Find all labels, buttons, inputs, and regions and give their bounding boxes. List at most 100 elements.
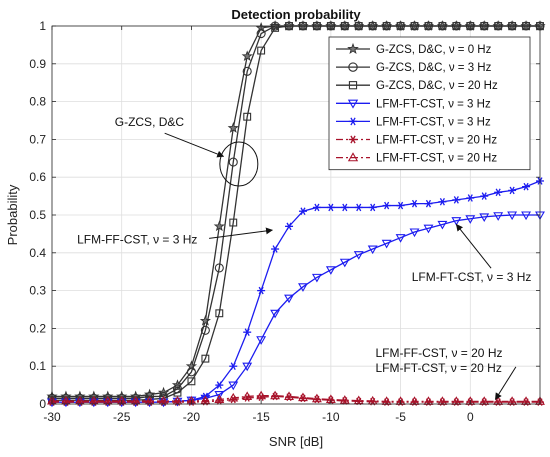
legend-label: LFM-FT-CST, ν = 20 Hz <box>376 153 497 165</box>
marker-triangle-down <box>367 245 378 255</box>
annotation-arrow-5 <box>494 366 517 401</box>
marker-circle <box>200 325 210 335</box>
marker-asterisk-stroke <box>272 245 278 253</box>
marker-triangle-up <box>200 395 211 405</box>
marker-triangle-down <box>347 99 359 109</box>
marker-triangle-down <box>493 212 504 221</box>
marker-triangle-down <box>507 211 518 221</box>
y-tick-label: 1 <box>39 19 46 33</box>
y-tick-label: 0.4 <box>29 246 46 260</box>
marker-triangle-down <box>311 273 322 283</box>
marker-asterisk-stroke <box>398 201 404 210</box>
marker-triangle-up <box>214 394 225 404</box>
marker-triangle-down <box>284 294 294 304</box>
marker-asterisk-stroke <box>328 203 334 212</box>
marker-square <box>243 112 252 121</box>
y-tick-label: 0.3 <box>29 284 46 298</box>
marker-circle <box>214 263 224 273</box>
legend-label: LFM-FT-CST, ν = 3 Hz <box>376 98 491 110</box>
marker-star <box>241 50 253 62</box>
y-tick-label: 0.2 <box>29 321 46 335</box>
marker-star <box>227 122 239 133</box>
marker-triangle-down <box>325 266 336 275</box>
marker-square <box>257 46 266 55</box>
marker-triangle-down <box>270 309 281 319</box>
marker-asterisk-stroke <box>216 381 222 389</box>
axis-ticks: -30 -25 -20 -15 -10 -5 0 0 0.1 0.2 0.3 0.4 0.5 0.6 0.7… <box>29 19 540 424</box>
marker-circle <box>186 367 196 377</box>
annotation-text-2: LFM-FF-CST, ν = 3 Hz <box>77 232 197 246</box>
marker-triangle-up <box>311 393 322 403</box>
marker-asterisk-stroke <box>523 182 529 191</box>
marker-triangle-up <box>347 152 359 162</box>
legend-entry-2: G-ZCS, D&C, ν = 3 Hz <box>336 62 492 74</box>
marker-asterisk-stroke <box>314 203 320 212</box>
x-tick-label: -5 <box>395 410 406 424</box>
legend-entry-4: LFM-FT-CST, ν = 3 Hz <box>336 98 491 110</box>
marker-circle <box>228 157 238 167</box>
annotation-ellipse <box>219 141 259 187</box>
marker-asterisk-stroke <box>495 188 501 197</box>
marker-square <box>215 309 224 318</box>
legend-label: G-ZCS, D&C, ν = 3 Hz <box>376 62 492 74</box>
y-tick-label: 0.5 <box>29 208 46 222</box>
marker-triangle-down <box>409 228 420 238</box>
marker-square <box>229 218 238 227</box>
y-tick-label: 0.1 <box>29 359 46 373</box>
marker-asterisk-stroke <box>481 192 487 200</box>
marker-triangle-down <box>339 258 350 268</box>
annotation-text-1: G-ZCS, D&C <box>115 115 185 129</box>
marker-triangle-up <box>284 391 294 400</box>
annotation-text-5: LFM-FT-CST, ν = 20 Hz <box>375 361 501 375</box>
marker-asterisk-stroke <box>411 199 418 208</box>
marker-asterisk-stroke <box>350 117 356 126</box>
legend: G-ZCS, D&C, ν = 0 Hz G-ZCS, D&C, ν = 3 Hz… <box>328 36 531 171</box>
legend-label: LFM-FT-CST, ν = 20 Hz <box>376 135 497 147</box>
marker-triangle-up <box>270 390 281 400</box>
y-axis-label: Probability <box>5 184 20 245</box>
marker-triangle-up <box>242 391 253 400</box>
y-tick-label: 0.6 <box>29 170 46 184</box>
marker-square <box>187 377 196 386</box>
legend-label: G-ZCS, D&C, ν = 0 Hz <box>376 44 492 56</box>
annotation-layer: G-ZCS, D&C LFM-FF-CST, ν = 3 Hz LFM-FT-CST… <box>77 115 531 401</box>
marker-triangle-down <box>228 381 239 391</box>
legend-entry-5: LFM-FT-CST, ν = 3 Hz <box>336 116 491 128</box>
y-tick-label: 0.8 <box>29 95 46 109</box>
marker-circle <box>145 391 155 401</box>
marker-triangle-down <box>214 390 225 400</box>
marker-asterisk-stroke <box>453 196 459 204</box>
marker-asterisk-stroke <box>356 203 362 212</box>
marker-star <box>199 314 211 326</box>
marker-triangle-down <box>479 213 490 222</box>
marker-asterisk-stroke <box>244 328 250 336</box>
marker-circle <box>242 66 252 76</box>
legend-entry-7: LFM-FT-CST, ν = 20 Hz <box>336 152 497 165</box>
marker-asterisk-stroke <box>370 203 376 212</box>
marker-triangle-down <box>242 362 253 372</box>
x-tick-label: -20 <box>183 410 201 424</box>
marker-asterisk-stroke <box>439 197 445 206</box>
marker-triangle-down <box>451 217 462 226</box>
annotation-arrow-2 <box>209 227 273 239</box>
y-tick-label: 0.7 <box>29 132 46 146</box>
y-tick-label: 0 <box>39 397 46 411</box>
marker-square <box>348 81 358 90</box>
x-tick-label: -10 <box>322 410 340 424</box>
marker-triangle-down <box>381 239 392 249</box>
x-tick-label: -30 <box>43 410 61 424</box>
marker-triangle-down <box>423 224 434 234</box>
marker-star <box>347 42 359 54</box>
marker-triangle-down <box>465 215 476 224</box>
legend-entry-1: G-ZCS, D&C, ν = 0 Hz <box>336 42 492 56</box>
marker-circle <box>348 62 358 72</box>
marker-asterisk-stroke <box>384 201 390 210</box>
marker-asterisk-stroke <box>286 222 292 231</box>
marker-square <box>271 23 280 32</box>
marker-asterisk-stroke <box>342 203 348 212</box>
marker-asterisk-stroke <box>230 362 236 370</box>
marker-triangle-up <box>228 392 239 402</box>
x-tick-label: -25 <box>113 410 131 424</box>
marker-asterisk-stroke <box>425 199 432 208</box>
